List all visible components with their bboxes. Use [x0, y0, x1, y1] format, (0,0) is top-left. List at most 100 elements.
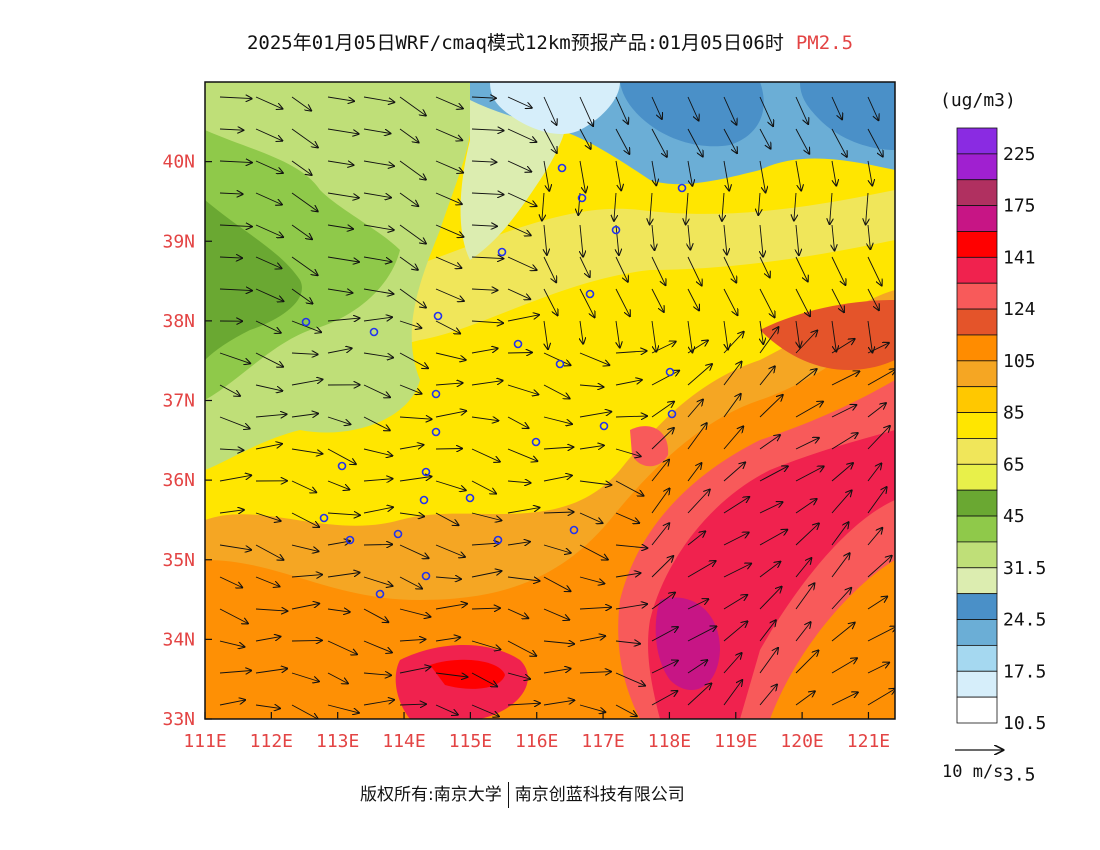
wind-arrow [255, 384, 282, 391]
wind-arrow [723, 621, 748, 642]
wind-arrow [363, 479, 393, 481]
wind-arrow [579, 576, 604, 584]
wind-arrow [579, 636, 605, 642]
lon-tick-label: 114E [382, 731, 425, 752]
wind-arrow [399, 160, 426, 180]
wind-arrow [651, 488, 670, 514]
colorbar-cell [956, 619, 998, 646]
wind-arrow [651, 160, 656, 185]
title-variable: PM2.5 [795, 32, 854, 54]
wind-arrow [255, 224, 283, 237]
wind-arrow [794, 192, 796, 221]
wind-arrow [507, 542, 530, 545]
wind-arrow [831, 553, 850, 578]
wind-arrow [291, 414, 318, 418]
wind-arrow [831, 160, 836, 186]
wind-arrow [687, 340, 708, 354]
wind-arrow [399, 384, 422, 394]
wind-arrow [615, 704, 637, 716]
wind-arrow [759, 435, 780, 450]
wind-arrow [219, 257, 242, 258]
wind-arrow [759, 530, 787, 546]
wind-arrow [831, 588, 851, 610]
colorbar-cell [956, 412, 998, 439]
wind-vectors [219, 96, 895, 719]
wind-arrow [687, 660, 707, 674]
colorbar-cell [956, 463, 998, 491]
wind-arrow [651, 320, 656, 352]
wind-arrow [219, 510, 244, 513]
wind-arrow [507, 160, 531, 172]
wind-arrow [615, 380, 642, 386]
wind-arrow [435, 411, 466, 418]
wind-arrow [291, 192, 318, 211]
wind-arrow [291, 704, 318, 719]
wind-arrow [723, 595, 747, 610]
wind-arrow [867, 556, 892, 578]
wind-arrow [651, 593, 675, 610]
wind-arrow [579, 160, 586, 193]
wind-arrow [580, 320, 583, 344]
wind-arrow [867, 288, 879, 310]
wind-arrow [471, 417, 498, 421]
wind-arrow [471, 97, 496, 98]
colorbar-label: 141 [1003, 247, 1036, 268]
wind-arrow [471, 672, 497, 687]
wind-arrow [399, 608, 431, 617]
wind-arrow [579, 385, 604, 387]
wind-arrow [219, 475, 251, 482]
wind-arrow [795, 583, 815, 610]
wind-arrow [471, 321, 503, 323]
wind-arrow [435, 672, 468, 677]
colorbar-cell [956, 567, 998, 595]
wind-arrow [255, 544, 284, 560]
wind-arrow [435, 128, 462, 140]
city-marker [585, 289, 595, 299]
wind-arrow [435, 604, 467, 610]
wind-arrow [255, 320, 281, 333]
wind-arrow [363, 160, 394, 166]
colorbar-cell [956, 670, 998, 698]
wind-arrow [363, 673, 391, 675]
wind-arrow [867, 689, 895, 706]
wind-arrow [831, 128, 847, 157]
wind-arrow [543, 576, 571, 591]
wind-arrow [760, 224, 763, 257]
wind-arrow [471, 129, 504, 131]
colorbar-cell [956, 179, 998, 207]
wind-arrow [435, 544, 465, 557]
wind-arrow [760, 320, 763, 344]
city-marker [421, 571, 431, 581]
wind-arrow [867, 96, 879, 120]
lat-tick-label: 35N [162, 550, 195, 571]
colorbar: 225 175 141 124 105 85 65 45 31.5 24.5 17.5 10.5 3.5 [956, 127, 1046, 786]
wind-arrow [471, 571, 502, 578]
wind-arrow [255, 160, 283, 173]
colorbar-label: 225 [1003, 144, 1036, 165]
wind-arrow [291, 288, 313, 304]
wind-arrow [759, 562, 780, 578]
wind-arrow [867, 463, 881, 482]
wind-arrow [579, 128, 591, 149]
wind-arrow [687, 96, 699, 121]
lon-tick-label: 121E [847, 731, 890, 752]
wind-arrow [832, 224, 835, 251]
wind-arrow [831, 692, 858, 706]
wind-arrow [291, 604, 319, 610]
wind-arrow [327, 289, 353, 293]
figure-title: 2025年01月05日WRF/cmaq模式12km预报产品:01月05日06时 P… [0, 28, 1100, 55]
wind-arrow [759, 685, 777, 706]
wind-arrow [724, 224, 727, 255]
wind-arrow [471, 289, 498, 290]
wind-arrow [471, 512, 502, 521]
wind-arrow [867, 627, 895, 642]
wind-arrow [363, 416, 390, 430]
wind-arrow [650, 192, 652, 224]
colorbar-label: 124 [1003, 299, 1036, 320]
wind-arrow [795, 523, 819, 546]
wind-arrow [291, 224, 312, 239]
wind-arrow [831, 320, 836, 352]
wind-arrow [867, 487, 887, 514]
wind-arrow [435, 288, 464, 301]
city-marker [369, 327, 379, 337]
